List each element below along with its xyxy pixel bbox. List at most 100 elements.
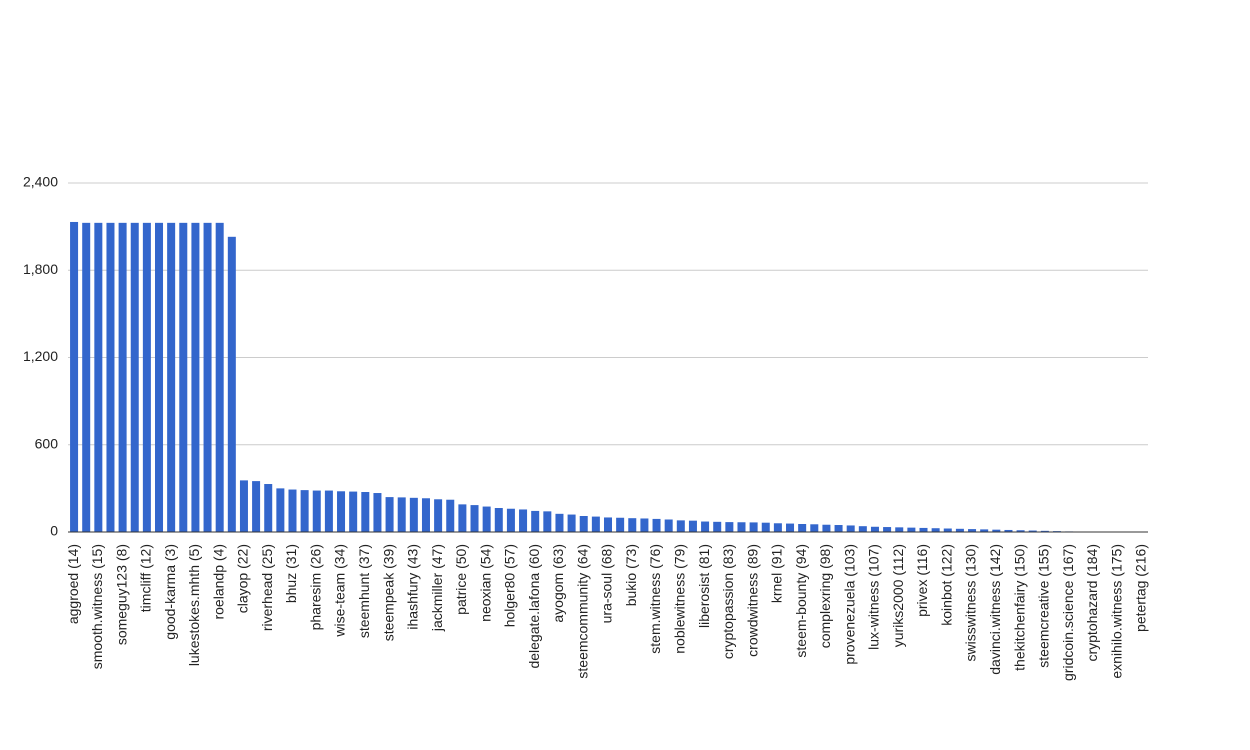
bar: [94, 222, 103, 532]
bar: [337, 491, 346, 532]
x-tick-label: bukio (73): [623, 544, 639, 606]
bar: [834, 525, 843, 532]
bar: [118, 222, 127, 532]
bar: [409, 497, 418, 532]
x-tick-label: complexring (98): [817, 544, 833, 648]
x-tick-label: timcliff (12): [138, 544, 154, 612]
bar: [810, 524, 819, 532]
x-tick-label: neoxian (54): [477, 544, 493, 622]
bar: [421, 498, 430, 532]
x-tick-label: bhuz (31): [283, 544, 299, 603]
bar: [349, 491, 358, 532]
bar: [567, 514, 576, 532]
x-tick-label: lukestokes.mhth (5): [186, 544, 202, 666]
bar: [1040, 530, 1049, 532]
x-tick-label: good-karma (3): [162, 544, 178, 640]
bar: [713, 521, 722, 532]
bar: [531, 510, 540, 532]
bar: [130, 222, 139, 532]
x-tick-label: steempeak (39): [380, 544, 396, 641]
x-tick-label: cryptohazard (184): [1084, 544, 1100, 662]
x-tick-label: ura-soul (68): [599, 544, 615, 623]
bar: [591, 516, 600, 532]
bar: [555, 513, 564, 532]
bar: [482, 506, 491, 532]
x-tick-label: steemcreative (155): [1036, 544, 1052, 668]
x-tick-label: koinbot (122): [938, 544, 954, 626]
x-tick-label: ihashfury (43): [405, 544, 421, 630]
y-tick-label: 600: [35, 435, 59, 451]
x-tick-label: steemhunt (37): [356, 544, 372, 638]
x-tick-label: provenezuela (103): [841, 544, 857, 665]
bar: [737, 522, 746, 532]
bar: [106, 222, 115, 532]
bar: [579, 516, 588, 532]
bar: [761, 522, 770, 532]
bar: [701, 521, 710, 532]
x-tick-label: aggroed (14): [65, 544, 81, 624]
bar: [725, 522, 734, 532]
bar: [1028, 530, 1037, 532]
x-tick-label: patrice (50): [453, 544, 469, 615]
bar: [276, 488, 285, 532]
bar: [640, 518, 649, 532]
bar: [300, 490, 309, 532]
y-tick-label: 1,200: [23, 348, 58, 364]
bar: [773, 523, 782, 532]
bar: [434, 499, 443, 532]
bar: [288, 489, 297, 532]
x-tick-label: wise-team (34): [332, 544, 348, 638]
x-tick-label: liberosist (81): [696, 544, 712, 628]
bar: [312, 490, 321, 532]
x-tick-label: someguy123 (8): [113, 544, 129, 645]
bar: [264, 484, 273, 532]
x-tick-label: delegate.lafona (60): [526, 544, 542, 669]
x-tick-label: roelandp (4): [210, 544, 226, 620]
x-tick-label: crowdwitness (89): [744, 544, 760, 657]
bar: [446, 499, 455, 532]
bar: [470, 505, 479, 532]
bar: [167, 222, 176, 532]
x-tick-label: exnihilo.witness (175): [1108, 544, 1124, 679]
bar: [1004, 529, 1013, 532]
bar: [252, 481, 261, 532]
bar: [664, 519, 673, 532]
x-tick-label: holger80 (57): [502, 544, 518, 627]
x-tick-label: lux-witness (107): [866, 544, 882, 650]
bar: [494, 508, 503, 532]
bar: [955, 528, 964, 532]
bar: [324, 490, 333, 532]
x-tick-label: krnel (91): [769, 544, 785, 603]
y-tick-label: 0: [50, 523, 58, 539]
x-tick-label: thekitchenfairy (150): [1011, 544, 1027, 671]
x-tick-label: yuriks2000 (112): [890, 544, 906, 647]
x-tick-label: steem-bounty (94): [793, 544, 809, 658]
bar: [786, 523, 795, 532]
x-tick-label: steemcommunity (64): [574, 544, 590, 679]
x-tick-label: riverhead (25): [259, 544, 275, 631]
x-tick-label: swisswitness (130): [963, 544, 979, 661]
bar: [215, 222, 224, 532]
bar: [616, 517, 625, 532]
bar: [361, 492, 370, 532]
bar: [968, 529, 977, 532]
bar: [870, 526, 879, 532]
y-tick-label: 2,400: [23, 174, 58, 190]
bar: [543, 511, 552, 532]
bar: [506, 508, 515, 532]
bar: [628, 518, 637, 532]
bar: [519, 509, 528, 532]
bar: [931, 528, 940, 532]
bar: [907, 527, 916, 532]
bar: [155, 222, 164, 532]
x-tick-label: pharesim (26): [307, 544, 323, 630]
bar: [191, 222, 200, 532]
bar: [883, 527, 892, 532]
bar: [603, 517, 613, 532]
bar: [239, 480, 248, 532]
bar: [373, 493, 382, 532]
bar: [385, 497, 394, 532]
x-tick-label: smooth.witness (15): [89, 544, 105, 669]
bar: [203, 222, 212, 532]
